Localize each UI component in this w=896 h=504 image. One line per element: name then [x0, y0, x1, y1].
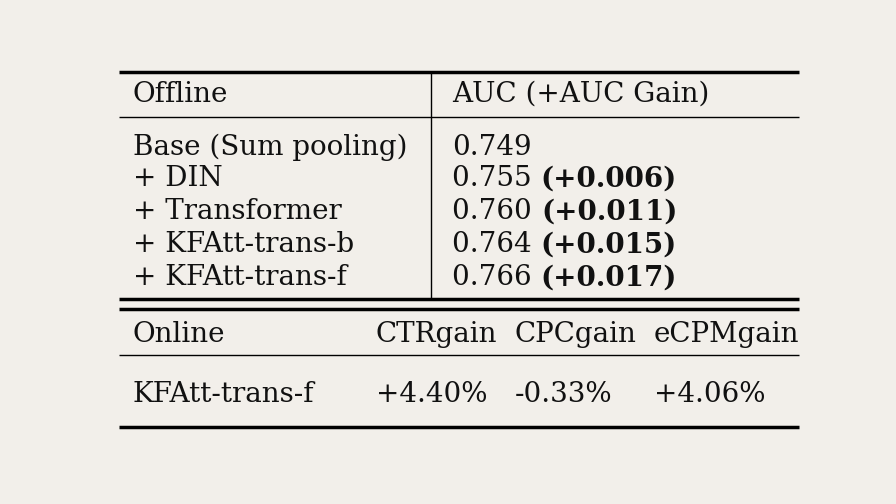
Text: +4.40%: +4.40% — [376, 381, 487, 408]
Text: 0.755: 0.755 — [452, 165, 541, 193]
Text: + Transformer: + Transformer — [133, 199, 341, 225]
Text: (+0.017): (+0.017) — [541, 264, 677, 291]
Text: 0.749: 0.749 — [452, 134, 532, 161]
Text: (+0.015): (+0.015) — [541, 231, 677, 259]
Text: eCPMgain: eCPMgain — [654, 321, 799, 348]
Text: (+0.006): (+0.006) — [541, 165, 677, 193]
Text: 0.766: 0.766 — [452, 264, 541, 291]
Text: 0.760: 0.760 — [452, 199, 541, 225]
Text: Online: Online — [133, 321, 225, 348]
Text: CTRgain: CTRgain — [376, 321, 497, 348]
Text: Offline: Offline — [133, 81, 228, 108]
Text: + KFAtt-trans-f: + KFAtt-trans-f — [133, 264, 347, 291]
Text: KFAtt-trans-f: KFAtt-trans-f — [133, 381, 314, 408]
Text: (+0.011): (+0.011) — [541, 199, 677, 225]
Text: + KFAtt-trans-b: + KFAtt-trans-b — [133, 231, 354, 259]
Text: + DIN: + DIN — [133, 165, 222, 193]
Text: AUC (+AUC Gain): AUC (+AUC Gain) — [452, 81, 710, 108]
Text: CPCgain: CPCgain — [514, 321, 637, 348]
Text: -0.33%: -0.33% — [514, 381, 612, 408]
Text: 0.764: 0.764 — [452, 231, 541, 259]
Text: +4.06%: +4.06% — [654, 381, 765, 408]
Text: Base (Sum pooling): Base (Sum pooling) — [133, 134, 408, 161]
